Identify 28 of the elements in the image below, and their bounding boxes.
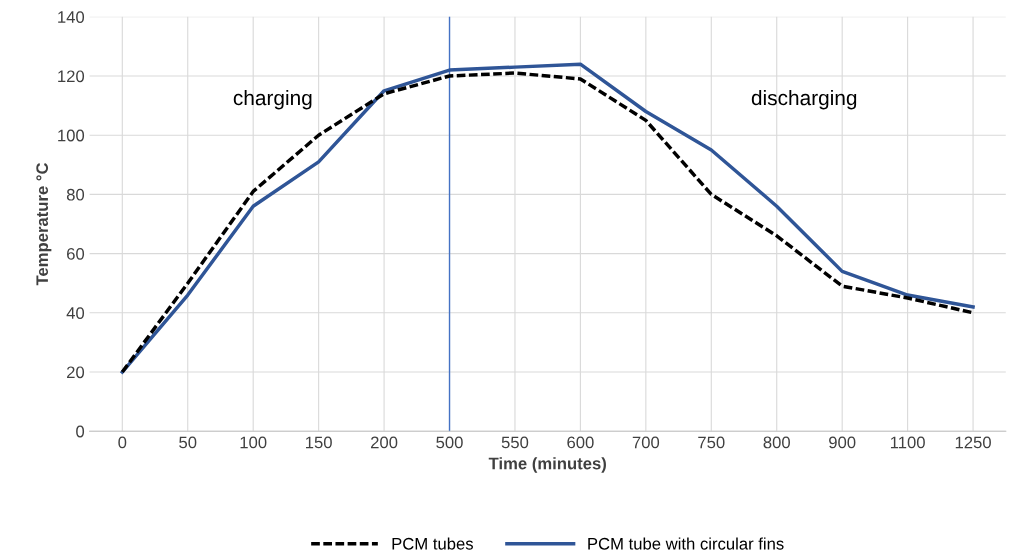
y-tick-label: 100 [58, 129, 85, 142]
x-tick-label: 0 [118, 436, 127, 449]
x-tick-label: 900 [829, 436, 856, 449]
x-tick-label: 150 [306, 436, 332, 449]
y-tick-label: 60 [67, 248, 85, 260]
x-tick-label: 800 [763, 436, 790, 449]
x-axis-title: Time (minutes) [488, 457, 606, 473]
x-tick-label: 200 [371, 436, 398, 449]
y-tick-label: 140 [58, 11, 85, 23]
x-tick-label: 1100 [890, 436, 925, 449]
y-axis-title: Temperature °C [36, 162, 52, 286]
legend-label: PCM tubes [392, 537, 473, 550]
y-tick-label: 0 [76, 425, 85, 438]
x-tick-label: 50 [179, 436, 197, 449]
x-tick-label: 1250 [955, 436, 991, 449]
x-tick-label: 550 [501, 436, 529, 449]
annotation: charging [233, 89, 312, 110]
annotation: discharging [751, 89, 857, 110]
x-tick-label: 500 [436, 436, 463, 449]
legend-label: PCM tube with circular fins [588, 537, 784, 550]
y-tick-label: 120 [58, 70, 85, 83]
x-tick-label: 600 [567, 436, 594, 449]
y-tick-label: 40 [66, 307, 85, 319]
y-tick-label: 20 [67, 366, 85, 379]
x-tick-label: 700 [632, 436, 660, 449]
y-tick-label: 80 [66, 188, 85, 201]
x-tick-label: 100 [240, 436, 267, 449]
x-tick-label: 750 [698, 436, 725, 449]
